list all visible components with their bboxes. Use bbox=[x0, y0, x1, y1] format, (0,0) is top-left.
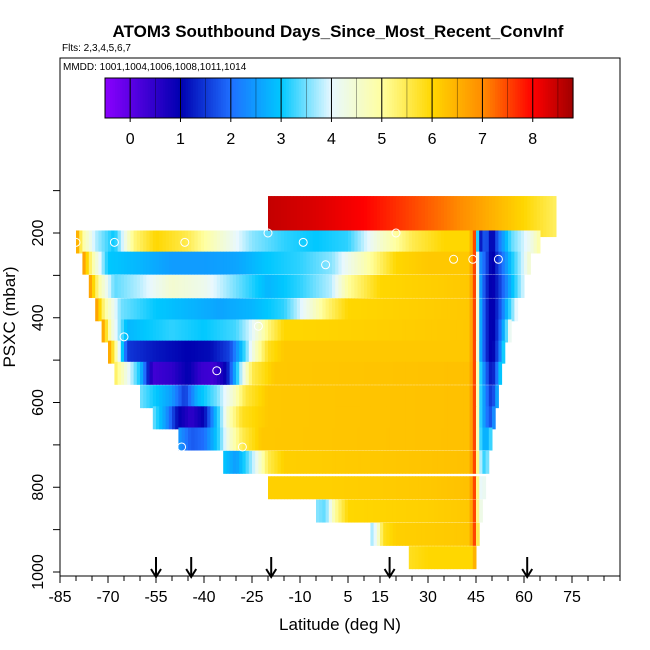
y-tick-label: 600 bbox=[30, 389, 47, 416]
observation-circle bbox=[212, 366, 222, 376]
observation-circle bbox=[119, 332, 129, 342]
heatmap-row bbox=[408, 546, 477, 570]
chart-title: ATOM3 Southbound Days_Since_Most_Recent_… bbox=[113, 22, 564, 41]
heatmap-row bbox=[370, 522, 480, 546]
observation-circle bbox=[493, 254, 503, 264]
x-tick-label: -10 bbox=[288, 589, 311, 606]
y-tick-label: 200 bbox=[30, 220, 47, 247]
x-tick-label: -25 bbox=[240, 589, 263, 606]
heatmap-row bbox=[114, 361, 503, 385]
y-tick-label: 400 bbox=[30, 304, 47, 331]
flight-arrow bbox=[265, 557, 278, 579]
heatmap-row bbox=[268, 476, 487, 500]
heatmap-row bbox=[101, 319, 512, 343]
colorbar-tick-label: 2 bbox=[226, 131, 235, 148]
x-axis-label: Latitude (deg N) bbox=[279, 615, 401, 634]
observation-markers bbox=[71, 228, 503, 452]
observation-circle bbox=[177, 442, 187, 452]
heatmap-row bbox=[178, 427, 493, 451]
observation-circle bbox=[468, 254, 478, 264]
heatmap-row bbox=[108, 340, 506, 364]
observation-circle bbox=[253, 321, 263, 331]
flight-arrow bbox=[383, 557, 396, 579]
colorbar-tick-label: 4 bbox=[327, 131, 336, 148]
flight-arrow bbox=[185, 557, 198, 579]
y-tick-label: 1000 bbox=[30, 554, 47, 590]
observation-circle bbox=[180, 237, 190, 247]
colorbar: 0 1 2 3 4 5 6 7 8 bbox=[104, 77, 574, 148]
x-tick-label: -70 bbox=[96, 589, 119, 606]
heatmap-row bbox=[95, 298, 519, 322]
x-tick-label: 75 bbox=[563, 589, 581, 606]
chart-annotation: MMDD: 1001,1004,1006,1008,1011,1014 bbox=[63, 62, 247, 73]
observation-circle bbox=[391, 228, 401, 238]
heatmap-row bbox=[316, 499, 483, 523]
heatmap bbox=[76, 196, 557, 570]
x-tick-label: 15 bbox=[371, 589, 389, 606]
y-axis-label: PSXC (mbar) bbox=[0, 266, 19, 367]
colorbar-tick-label: 3 bbox=[277, 131, 286, 148]
x-tick-label: 60 bbox=[515, 589, 533, 606]
plot-frame bbox=[59, 57, 621, 577]
chart-subtitle: Flts: 2,3,4,5,6,7 bbox=[62, 43, 131, 54]
heatmap-row bbox=[76, 230, 541, 254]
flight-arrow bbox=[521, 557, 534, 579]
colorbar-tick-label: 5 bbox=[377, 131, 386, 148]
x-tick-label: -55 bbox=[144, 589, 167, 606]
observation-circle bbox=[109, 237, 119, 247]
observation-circle bbox=[237, 442, 247, 452]
observation-circle bbox=[449, 254, 459, 264]
x-axis: -85 -70 -55 -40 -25 -10 5 15 30 45 60 75 bbox=[48, 576, 621, 606]
observation-circle bbox=[263, 228, 273, 238]
heatmap-row bbox=[140, 385, 499, 409]
x-tick-label: -85 bbox=[48, 589, 71, 606]
colorbar-tick-label: 6 bbox=[428, 131, 437, 148]
heatmap-row bbox=[82, 251, 531, 275]
heatmap-row bbox=[268, 196, 557, 238]
colorbar-tick-label: 7 bbox=[478, 131, 487, 148]
colorbar-tick-label: 0 bbox=[126, 131, 135, 148]
heatmap-row bbox=[88, 274, 525, 298]
heatmap-row bbox=[223, 450, 490, 474]
observation-circle bbox=[298, 237, 308, 247]
observation-circle bbox=[71, 237, 81, 247]
x-tick-label: 30 bbox=[419, 589, 437, 606]
colorbar-tick-label: 8 bbox=[528, 131, 537, 148]
x-tick-label: -40 bbox=[192, 589, 215, 606]
x-tick-label: 45 bbox=[467, 589, 485, 606]
flight-arrow bbox=[150, 557, 162, 579]
y-tick-label: 800 bbox=[30, 474, 47, 501]
x-tick-label: 5 bbox=[344, 589, 353, 606]
observation-circle bbox=[321, 260, 331, 270]
y-axis: 200 400 600 800 1000 bbox=[30, 190, 60, 590]
colorbar-tick-label: 1 bbox=[176, 131, 185, 148]
heatmap-row bbox=[152, 406, 496, 430]
